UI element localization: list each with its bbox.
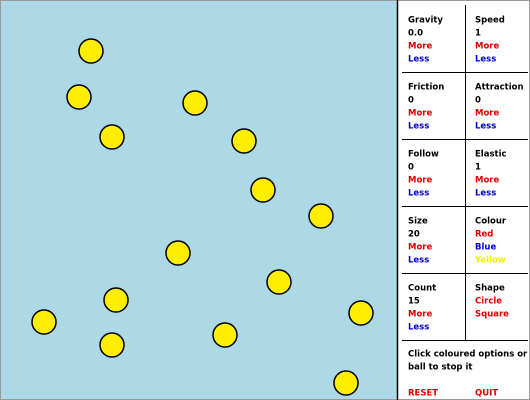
ball[interactable] bbox=[333, 370, 359, 396]
cell-value: 0 bbox=[408, 163, 414, 173]
option-button[interactable]: Square bbox=[475, 310, 509, 320]
cell-title: Friction bbox=[408, 83, 444, 93]
cell-title: Colour bbox=[475, 217, 507, 227]
ball[interactable] bbox=[250, 177, 276, 203]
ball[interactable] bbox=[78, 38, 104, 64]
ball[interactable] bbox=[99, 124, 125, 150]
cell-value: 1 bbox=[475, 29, 481, 39]
option-button[interactable]: Less bbox=[475, 55, 496, 65]
balls bbox=[31, 38, 374, 396]
ball[interactable] bbox=[308, 203, 334, 229]
option-button[interactable]: Less bbox=[408, 122, 429, 132]
option-button[interactable]: Circle bbox=[475, 297, 502, 307]
cell-title: Follow bbox=[408, 150, 439, 160]
option-button[interactable]: Less bbox=[475, 122, 496, 132]
option-button[interactable]: More bbox=[408, 176, 432, 186]
cell-value: 0.0 bbox=[408, 29, 423, 39]
cell-title: Speed bbox=[475, 16, 505, 26]
ball[interactable] bbox=[231, 128, 257, 154]
ball[interactable] bbox=[266, 269, 292, 295]
quit-button[interactable]: QUIT bbox=[475, 389, 498, 399]
reset-button[interactable]: RESET bbox=[408, 389, 438, 399]
cell-title: Attraction bbox=[475, 83, 524, 93]
cell-title: Gravity bbox=[408, 16, 443, 26]
ball[interactable] bbox=[99, 332, 125, 358]
ball[interactable] bbox=[103, 287, 129, 313]
option-button[interactable]: Less bbox=[475, 189, 496, 199]
ball[interactable] bbox=[66, 84, 92, 110]
option-button[interactable]: More bbox=[408, 310, 432, 320]
cell-value: 1 bbox=[475, 163, 481, 173]
option-button[interactable]: Less bbox=[408, 323, 429, 333]
option-button[interactable]: Yellow bbox=[474, 256, 506, 266]
control-panel bbox=[397, 0, 530, 400]
ball[interactable] bbox=[212, 322, 238, 348]
ball[interactable] bbox=[348, 300, 374, 326]
option-button[interactable]: Red bbox=[475, 230, 493, 240]
cell-value: 0 bbox=[408, 96, 414, 106]
option-button[interactable]: More bbox=[408, 243, 432, 253]
option-button[interactable]: More bbox=[475, 176, 499, 186]
option-button[interactable]: More bbox=[408, 109, 432, 119]
cell-title: Shape bbox=[475, 284, 505, 294]
hint: ball to stop it bbox=[408, 363, 472, 373]
cell-value: 0 bbox=[475, 96, 481, 106]
cell-title: Elastic bbox=[475, 150, 507, 160]
option-button[interactable]: More bbox=[408, 42, 432, 52]
cell-title: Count bbox=[408, 284, 436, 294]
cell-title: Size bbox=[408, 217, 428, 227]
option-button[interactable]: More bbox=[475, 42, 499, 52]
option-button[interactable]: More bbox=[475, 109, 499, 119]
cell-value: 20 bbox=[408, 230, 420, 240]
ball[interactable] bbox=[182, 90, 208, 116]
ball[interactable] bbox=[31, 309, 57, 335]
play-area bbox=[0, 0, 397, 400]
option-button[interactable]: Less bbox=[408, 189, 429, 199]
ball[interactable] bbox=[165, 240, 191, 266]
hint: Click coloured options or a bbox=[408, 350, 530, 360]
option-button[interactable]: Less bbox=[408, 55, 429, 65]
option-button[interactable]: Less bbox=[408, 256, 429, 266]
cell-value: 15 bbox=[408, 297, 420, 307]
option-button[interactable]: Blue bbox=[475, 243, 496, 253]
